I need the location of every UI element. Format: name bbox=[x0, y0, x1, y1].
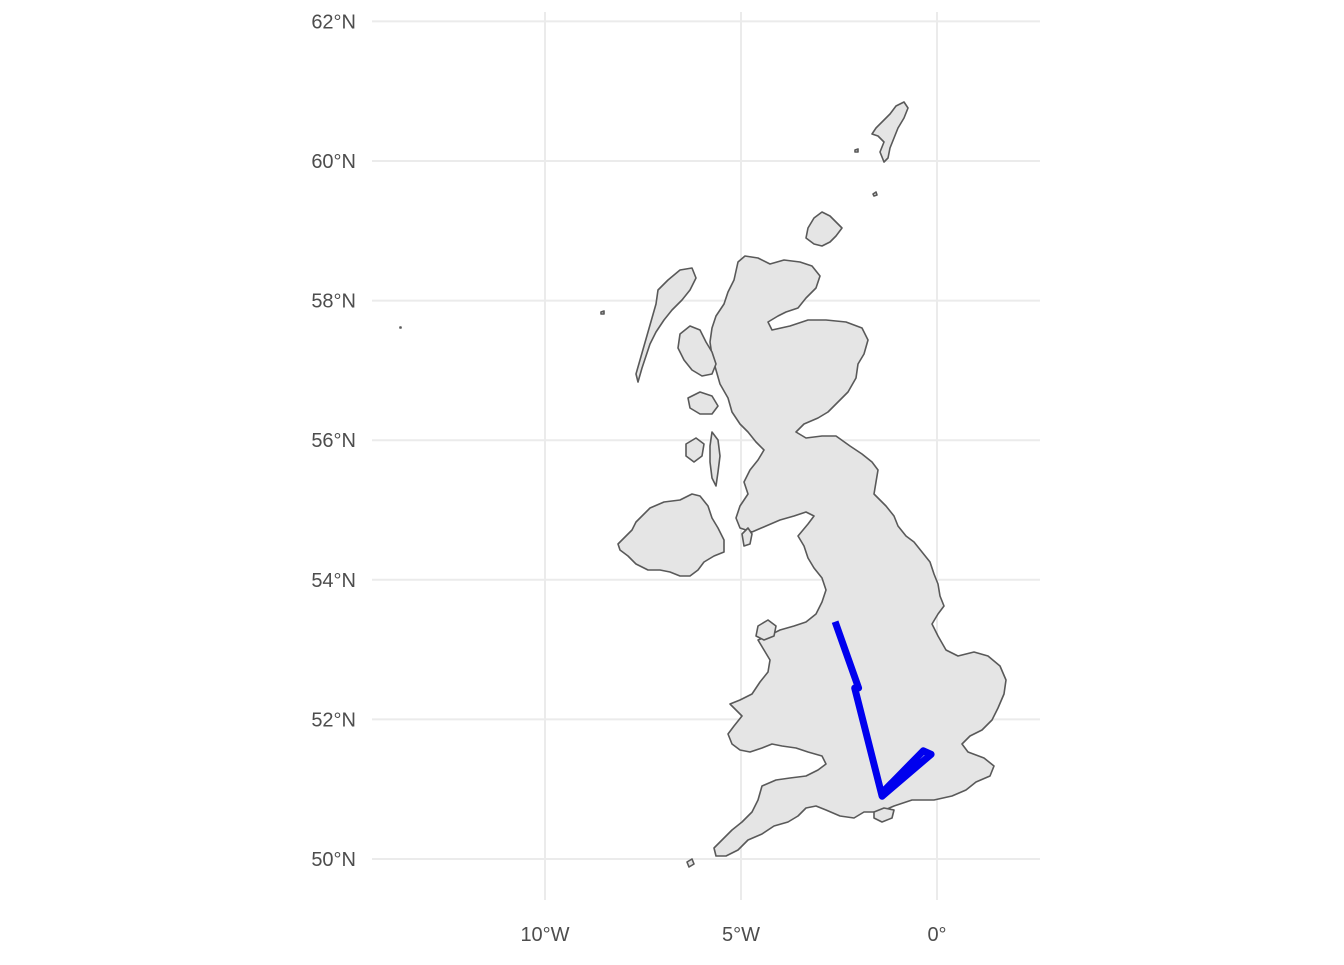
longitude-tick-label: 5°W bbox=[722, 924, 760, 946]
latitude-tick-label: 58°N bbox=[311, 291, 356, 313]
rockall bbox=[399, 326, 402, 329]
latitude-tick-label: 56°N bbox=[311, 430, 356, 452]
longitude-tick-label: 0° bbox=[927, 924, 946, 946]
isle-of-man bbox=[741, 527, 753, 547]
longitude-axis: 10°W 5°W 0° bbox=[520, 924, 946, 946]
landmass-layer bbox=[399, 101, 1007, 868]
latitude-tick-label: 54°N bbox=[311, 570, 356, 592]
outer-hebrides bbox=[635, 267, 697, 383]
st-kilda bbox=[600, 310, 605, 315]
isle-of-wight bbox=[873, 807, 895, 823]
mull bbox=[687, 391, 719, 415]
latitude-axis: 62°N 60°N 58°N 56°N 54°N 52°N 50°N bbox=[311, 11, 356, 871]
orkney bbox=[805, 211, 843, 247]
islay bbox=[685, 437, 705, 463]
latitude-tick-label: 60°N bbox=[311, 151, 356, 173]
northern-ireland bbox=[617, 493, 725, 577]
latitude-tick-label: 62°N bbox=[311, 11, 356, 33]
latitude-tick-label: 52°N bbox=[311, 709, 356, 731]
longitude-tick-label: 10°W bbox=[520, 924, 569, 946]
foula bbox=[854, 148, 859, 153]
route-line bbox=[831, 620, 935, 800]
route-layer bbox=[831, 620, 935, 800]
fair-isle bbox=[872, 191, 878, 197]
anglesey bbox=[755, 619, 777, 641]
latitude-tick-label: 50°N bbox=[311, 849, 356, 871]
shetland bbox=[871, 101, 909, 163]
kintyre bbox=[709, 431, 721, 487]
great-britain bbox=[709, 255, 1007, 857]
isles-of-scilly bbox=[686, 858, 695, 868]
skye bbox=[677, 325, 717, 377]
